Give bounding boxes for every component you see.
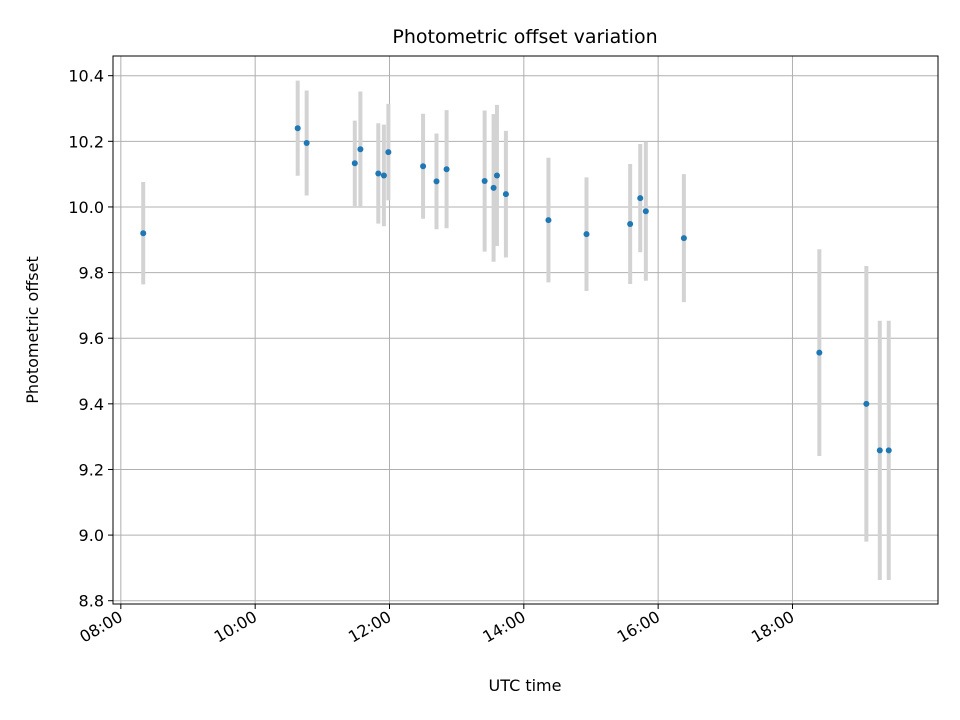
- data-point: [357, 146, 364, 153]
- data-point: [433, 178, 440, 185]
- data-point: [420, 163, 427, 170]
- data-point: [885, 447, 892, 454]
- data-point: [140, 230, 147, 237]
- data-point: [490, 184, 497, 191]
- data-point: [627, 221, 634, 228]
- plot-frame: [112, 55, 939, 605]
- chart-title: Photometric offset variation: [392, 26, 657, 48]
- data-point: [545, 217, 552, 224]
- y-axis: 8.8 9.0 9.2 9.4 9.6 9.8 10.0 10.2 10.4: [68, 67, 113, 611]
- data-point: [443, 166, 450, 173]
- y-axis-label: Photometric offset: [23, 256, 42, 404]
- data-point: [351, 160, 358, 167]
- x-axis-label: UTC time: [489, 676, 562, 695]
- data-points: [140, 125, 892, 454]
- y-tick-label: 10.4: [68, 67, 104, 86]
- data-point: [816, 349, 823, 356]
- data-point: [493, 172, 500, 179]
- data-point: [583, 231, 590, 238]
- data-point: [642, 208, 649, 215]
- data-point: [380, 172, 387, 179]
- y-tick-label: 9.2: [79, 460, 104, 479]
- y-tick-label: 8.8: [79, 592, 104, 611]
- y-tick-label: 10.2: [68, 132, 104, 151]
- data-point: [502, 191, 509, 198]
- data-point: [481, 178, 488, 185]
- data-point: [637, 195, 644, 202]
- y-tick-label: 9.8: [79, 264, 104, 283]
- grid: [113, 56, 938, 604]
- data-point: [863, 400, 870, 407]
- data-point: [375, 170, 382, 177]
- data-point: [680, 235, 687, 242]
- y-tick-label: 9.6: [79, 329, 104, 348]
- data-point: [303, 139, 310, 146]
- y-tick-label: 10.0: [68, 198, 104, 217]
- y-tick-label: 9.4: [79, 395, 104, 414]
- data-point: [876, 447, 883, 454]
- data-point: [294, 125, 301, 132]
- data-point: [385, 149, 392, 156]
- y-tick-label: 9.0: [79, 526, 104, 545]
